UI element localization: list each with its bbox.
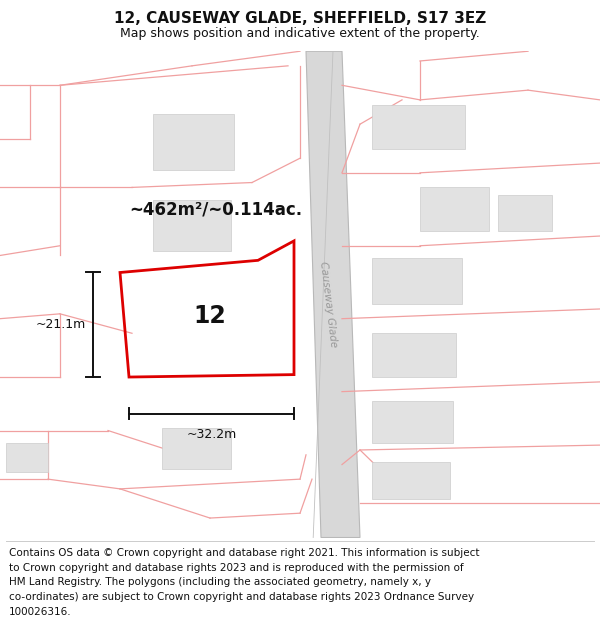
Bar bbox=[498, 195, 552, 231]
Bar bbox=[162, 428, 231, 469]
Bar bbox=[420, 188, 489, 231]
Bar bbox=[372, 401, 453, 442]
Bar bbox=[372, 258, 462, 304]
Bar bbox=[372, 105, 465, 149]
Text: to Crown copyright and database rights 2023 and is reproduced with the permissio: to Crown copyright and database rights 2… bbox=[9, 562, 464, 572]
Bar bbox=[372, 333, 456, 377]
Text: 12, CAUSEWAY GLADE, SHEFFIELD, S17 3EZ: 12, CAUSEWAY GLADE, SHEFFIELD, S17 3EZ bbox=[114, 11, 486, 26]
Bar bbox=[153, 114, 234, 171]
Text: 12: 12 bbox=[194, 304, 226, 328]
Text: HM Land Registry. The polygons (including the associated geometry, namely x, y: HM Land Registry. The polygons (includin… bbox=[9, 578, 431, 587]
Text: ~21.1m: ~21.1m bbox=[35, 318, 86, 331]
Polygon shape bbox=[306, 51, 360, 538]
Bar bbox=[372, 462, 450, 499]
Bar bbox=[153, 199, 231, 251]
Text: Contains OS data © Crown copyright and database right 2021. This information is : Contains OS data © Crown copyright and d… bbox=[9, 548, 479, 558]
Text: ~32.2m: ~32.2m bbox=[187, 428, 236, 441]
Text: co-ordinates) are subject to Crown copyright and database rights 2023 Ordnance S: co-ordinates) are subject to Crown copyr… bbox=[9, 592, 474, 602]
Text: Causeway Glade: Causeway Glade bbox=[318, 261, 338, 348]
Bar bbox=[6, 442, 48, 472]
Text: ~462m²/~0.114ac.: ~462m²/~0.114ac. bbox=[129, 200, 302, 218]
Text: Map shows position and indicative extent of the property.: Map shows position and indicative extent… bbox=[120, 27, 480, 40]
Text: 100026316.: 100026316. bbox=[9, 607, 71, 617]
